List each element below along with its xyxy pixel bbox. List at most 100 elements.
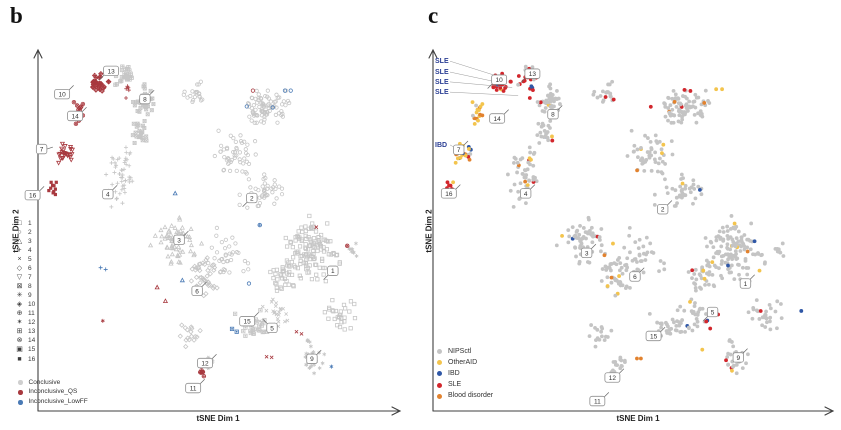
svg-text:15: 15 — [244, 319, 252, 326]
legend-shape-row-9: ✳ 9 — [15, 291, 32, 300]
shape-label: 5 — [28, 255, 32, 263]
legend-label: Blood disorder — [448, 392, 494, 400]
svg-text:14: 14 — [494, 116, 502, 123]
legend-label: Inconclusive_QS — [28, 388, 78, 396]
legend-shape-row-10: ◈ 10 — [15, 300, 35, 309]
cluster-label-10: 10 — [487, 74, 508, 89]
panel-c: SLE SLE SLE SLE IBD 13 10 8 14 7 16 4 2 3 6 1 5 15 9 12 11 c… — [420, 0, 841, 430]
cluster-label-11: 11 — [185, 379, 205, 394]
legend-shape-row-3: △ 3 — [15, 237, 32, 246]
shape-label: 14 — [28, 337, 36, 345]
cluster-label-6: 6 — [191, 281, 207, 297]
shape-glyph: ✳ — [16, 292, 23, 300]
shape-label: 16 — [28, 355, 36, 363]
cluster-label-7: 7 — [453, 140, 469, 155]
svg-text:1: 1 — [331, 268, 335, 275]
svg-text:3: 3 — [585, 250, 589, 257]
cluster-label-9: 9 — [732, 348, 748, 363]
cluster-label-2: 2 — [242, 192, 258, 207]
svg-text:10: 10 — [59, 92, 67, 99]
legend-label: Inconclusive_LowFF — [28, 398, 88, 406]
shape-label: 10 — [28, 301, 36, 309]
panel-b: 13 10 8 14 7 16 4 2 3 6 1 15 5 9 12 11 b tSNE Dim 2 tSN… — [0, 0, 420, 430]
shape-glyph: □ — [17, 219, 22, 227]
legend-color-row: OtherAID — [437, 358, 477, 367]
panel-b-tag: b — [10, 3, 23, 28]
cluster-label-8: 8 — [139, 90, 155, 105]
legend-label: OtherAID — [448, 358, 478, 366]
shape-label: 13 — [28, 328, 36, 336]
cluster-label-5: 5 — [703, 306, 719, 322]
legend-shape-row-13: ⊞ 13 — [15, 327, 36, 336]
cluster-label-12: 12 — [604, 368, 625, 383]
cluster-label-5: 5 — [262, 318, 278, 334]
shape-label: 2 — [28, 228, 32, 236]
legend-label: NIPSctl — [448, 347, 472, 355]
legend-swatch — [437, 382, 442, 388]
legend-shape-row-8: ⊠ 8 — [15, 282, 32, 291]
svg-text:3: 3 — [177, 237, 181, 244]
shape-glyph: ■ — [17, 355, 22, 363]
cluster-label-4: 4 — [520, 184, 536, 199]
axes — [33, 48, 402, 416]
legend-swatch — [437, 349, 442, 354]
cluster-label-6: 6 — [629, 267, 645, 282]
svg-text:6: 6 — [195, 288, 199, 295]
panel-c-tag: c — [428, 3, 439, 28]
shape-glyph: ▣ — [16, 346, 23, 354]
legend-shape-row-11: ⊕ 11 — [15, 309, 35, 318]
svg-text:2: 2 — [250, 195, 254, 202]
panel-c-y-axis-label: tSNE Dim 2 — [424, 209, 434, 253]
legend-label: Conclusive — [28, 378, 61, 386]
cluster-label-14: 14 — [67, 106, 87, 122]
svg-text:7: 7 — [457, 147, 461, 154]
shape-label: 6 — [28, 264, 32, 272]
legend-color-row: Inconclusive_LowFF — [18, 398, 88, 407]
svg-text:2: 2 — [661, 207, 665, 214]
svg-text:IBD: IBD — [435, 142, 447, 149]
svg-text:13: 13 — [529, 71, 537, 78]
legend-shape-row-7: ▽ 7 — [15, 273, 32, 282]
svg-text:SLE: SLE — [435, 89, 449, 96]
svg-text:11: 11 — [594, 398, 601, 405]
svg-text:16: 16 — [29, 193, 37, 200]
axes — [428, 48, 835, 416]
legend-swatch — [18, 390, 23, 395]
svg-text:9: 9 — [310, 356, 314, 363]
shape-glyph: × — [17, 255, 22, 263]
legend-color-row: Conclusive — [18, 378, 60, 387]
cluster-label-8: 8 — [547, 105, 563, 120]
svg-text:8: 8 — [143, 96, 147, 103]
shape-glyph: △ — [16, 237, 23, 245]
shape-label: 7 — [28, 273, 32, 281]
cluster-label-1: 1 — [323, 265, 339, 280]
cluster-label-10: 10 — [54, 85, 74, 100]
legend-swatch — [437, 360, 442, 366]
svg-text:5: 5 — [711, 309, 715, 316]
shape-glyph: ⊕ — [16, 310, 23, 318]
cluster-label-4: 4 — [102, 185, 118, 200]
legend-color-row: Blood disorder — [437, 392, 493, 401]
legend-color-row: SLE — [437, 381, 461, 390]
svg-text:9: 9 — [737, 355, 741, 362]
cluster-label-14: 14 — [489, 109, 509, 124]
cluster-label-15: 15 — [645, 326, 666, 342]
cluster-label-12: 12 — [197, 354, 217, 369]
legend-shape-row-1: □ 1 — [15, 219, 31, 228]
cluster-label-2: 2 — [657, 200, 673, 215]
shape-label: 8 — [28, 282, 32, 290]
svg-text:6: 6 — [633, 274, 637, 281]
shape-glyph: ✶ — [16, 319, 23, 327]
panel-b-x-axis-label: tSNE Dim 1 — [196, 414, 240, 423]
svg-text:13: 13 — [107, 68, 115, 75]
shape-label: 4 — [28, 246, 32, 254]
cluster-label-3: 3 — [580, 243, 597, 259]
cluster-label-15: 15 — [239, 312, 259, 327]
svg-text:SLE: SLE — [435, 79, 449, 86]
svg-text:12: 12 — [609, 375, 617, 382]
svg-text:10: 10 — [496, 77, 504, 84]
legend-color-row: IBD — [437, 369, 460, 378]
